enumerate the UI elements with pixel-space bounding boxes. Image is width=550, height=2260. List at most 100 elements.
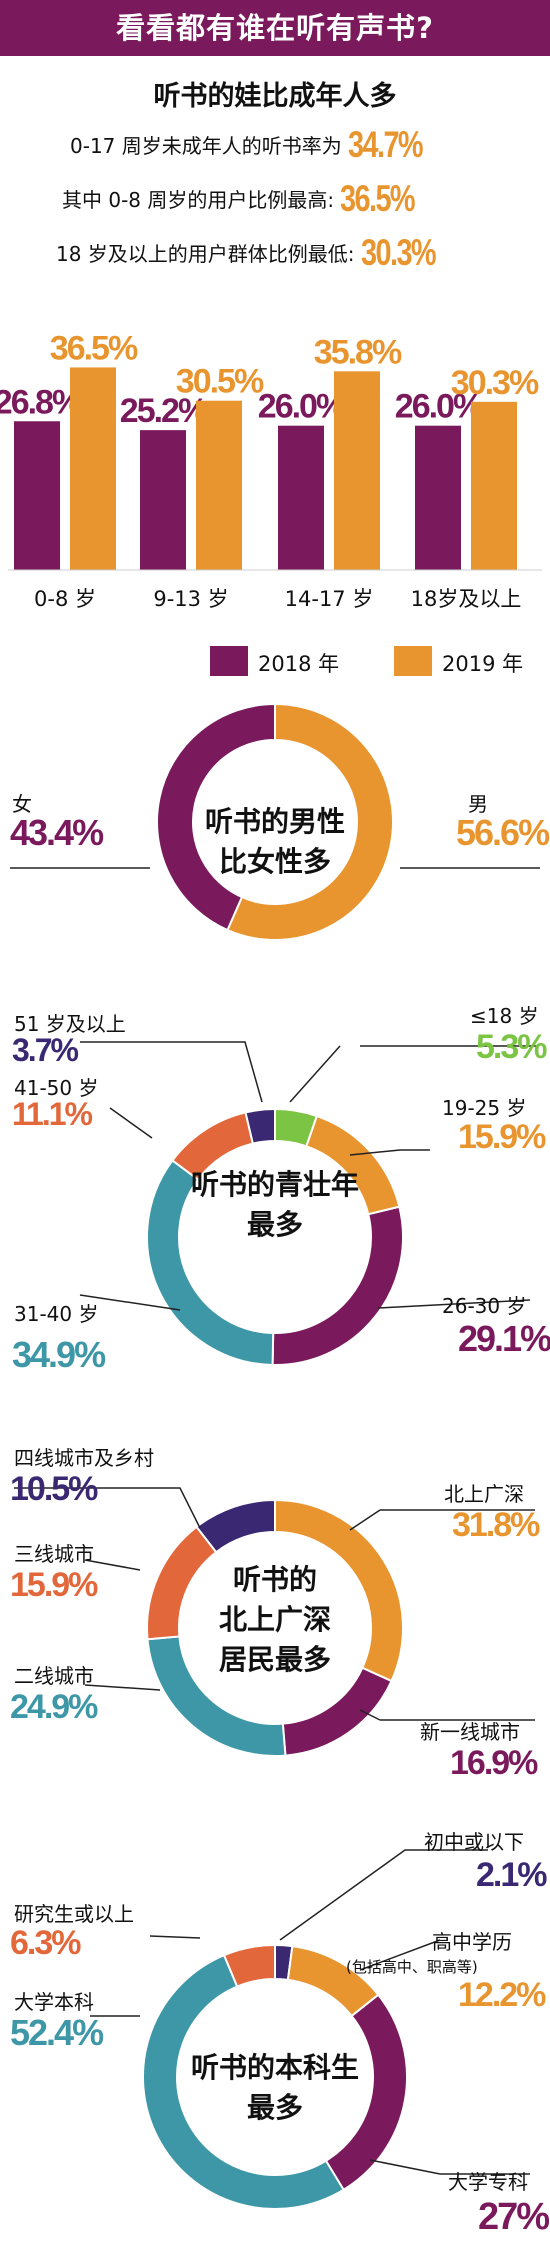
stat-value-2: 36.5% [340, 178, 416, 219]
age-label-19-25: 19-25 岁 [442, 1096, 527, 1120]
page-title: 看看都有谁在听有声书? [0, 0, 550, 56]
bar-label-2018-0: 26.8% [0, 383, 82, 421]
age-leader-7 [377, 1299, 531, 1309]
age-label-51plus: 51 岁及以上 [14, 1012, 126, 1036]
age-leader-5 [349, 1149, 401, 1156]
city-center-line-3: 居民最多 [218, 1643, 331, 1676]
age-value-19-25: 15.9% [458, 1118, 546, 1156]
age-center-line-2: 最多 [246, 1208, 303, 1241]
gender-slice-0 [226, 702, 394, 941]
city-leader-4 [349, 1509, 381, 1531]
age-value-26-30: 29.1% [458, 1318, 550, 1359]
city-label-tier3: 三线城市 [14, 1542, 94, 1566]
bar-label-2019-2: 35.8% [314, 333, 402, 371]
category-label-0: 0-8 岁 [34, 587, 96, 611]
bar-2019-0 [70, 367, 116, 570]
legend-swatch-2019 [394, 646, 432, 676]
city-leader-0 [14, 1487, 201, 1529]
bar-label-2019-0: 36.5% [50, 329, 138, 367]
edu-slice-3 [142, 1953, 345, 2210]
bar-2019-3 [471, 401, 517, 570]
bar-label-2018-2: 26.0% [258, 388, 346, 426]
city-value-newtier1: 16.9% [450, 1744, 538, 1782]
edu-value-bachelor: 52.4% [10, 2012, 104, 2053]
edu-label-postgrad: 研究生或以上 [14, 1902, 134, 1926]
gender-value-male: 56.6% [456, 812, 550, 853]
edu-leader-2 [359, 1939, 441, 1971]
category-label-3: 18岁及以上 [411, 587, 522, 611]
age-center-text: 听书的青壮年 最多 [175, 1165, 375, 1245]
bar-label-2019-3: 30.3% [451, 364, 539, 402]
city-donut [14, 1487, 535, 1757]
gender-label-female: 女 [12, 792, 32, 816]
city-leader-6 [359, 1709, 381, 1721]
city-leader-1 [84, 1559, 141, 1571]
legend-swatch-2018 [210, 646, 248, 676]
age-label-26-30: 26-30 岁 [442, 1294, 527, 1318]
gender-slice-1 [156, 702, 276, 932]
stat-text-1: 0-17 周岁未成年人的听书率为 [70, 134, 342, 158]
age-label-31-40: 31-40 岁 [14, 1302, 99, 1326]
age-donut [79, 1041, 536, 1366]
bar-label-2018-1: 25.2% [120, 392, 208, 430]
edu-leader-1 [149, 1935, 201, 1939]
city-slice-4 [195, 1498, 276, 1554]
gender-center-line-1: 听书的男性 [204, 805, 345, 838]
edu-leader-0 [279, 1849, 488, 1941]
age-value-under18: 5.3% [476, 1028, 547, 1066]
bar-label-2018-3: 26.0% [395, 388, 483, 426]
legend-label-2019: 2019 年 [442, 652, 524, 676]
bar-2018-3 [415, 425, 461, 570]
city-label-newtier1: 新一线城市 [420, 1720, 520, 1744]
gender-label-male: 男 [468, 792, 488, 816]
edu-value-highschool: 12.2% [458, 1976, 546, 2014]
stat-value-1: 34.7% [348, 124, 424, 165]
stat-line-2: 其中 0-8 周岁的用户比例最高: 36.5% [62, 178, 435, 220]
bar-2018-2 [278, 425, 324, 570]
edu-label-junior: 初中或以下 [424, 1830, 524, 1854]
stat-value-3: 30.3% [360, 232, 437, 273]
edu-value-junior: 2.1% [476, 1856, 547, 1894]
age-label-41-50: 41-50 岁 [14, 1076, 99, 1100]
category-label-2: 14-17 岁 [285, 587, 374, 611]
category-label-1: 9-13 岁 [153, 587, 228, 611]
city-value-tier3: 15.9% [10, 1566, 98, 1604]
edu-sublabel-highschool: (包括高中、职高等) [346, 1958, 478, 1976]
bar-2019-2 [334, 371, 380, 570]
city-value-tier1: 31.8% [452, 1506, 540, 1544]
bar-2018-0 [14, 421, 60, 570]
age-center-line-1: 听书的青壮年 [190, 1168, 359, 1201]
gender-center-line-2: 比女性多 [218, 845, 331, 878]
edu-center-line-2: 最多 [246, 2091, 303, 2124]
city-slice-1 [281, 1666, 393, 1757]
edu-leader-5 [369, 2159, 441, 2175]
stat-text-3: 18 岁及以上的用户群体比例最低: [56, 242, 355, 266]
education-donut [90, 1849, 530, 2210]
minor-heading: 听书的娃比成年人多 [153, 81, 397, 112]
city-label-tier1: 北上广深 [444, 1482, 524, 1506]
age-leader-3 [289, 1045, 341, 1103]
age-slice-5 [244, 1107, 276, 1145]
edu-center-line-1: 听书的本科生 [190, 2051, 359, 2084]
edu-slice-4 [222, 1943, 276, 1988]
age-label-under18: ≤18 岁 [470, 1004, 539, 1028]
age-value-51plus: 3.7% [12, 1032, 79, 1068]
edu-label-highschool: 高中学历 [432, 1930, 512, 1954]
city-value-tier4: 10.5% [10, 1470, 98, 1508]
gender-center-text: 听书的男性 比女性多 [185, 802, 365, 882]
city-label-tier2: 二线城市 [14, 1664, 94, 1688]
city-value-tier2: 24.9% [10, 1688, 98, 1726]
age-leader-6 [79, 1294, 181, 1311]
edu-value-postgrad: 6.3% [10, 1924, 81, 1962]
city-label-tier4: 四线城市及乡村 [14, 1446, 154, 1470]
age-value-31-40: 34.9% [12, 1334, 106, 1375]
edu-label-college: 大学专科 [448, 2170, 528, 2194]
bar-2018-1 [140, 430, 186, 570]
stat-text-2: 其中 0-8 周岁的用户比例最高: [62, 188, 335, 212]
age-leader-0 [80, 1041, 263, 1103]
edu-value-college: 27% [478, 2196, 550, 2238]
legend-label-2018: 2018 年 [258, 652, 340, 676]
city-leader-2 [84, 1684, 161, 1691]
age-bar-chart: 26.8% 36.5% 0-8 岁 25.2%30.5% 9-13 岁 26.0% 35.8… [0, 329, 542, 611]
edu-label-bachelor: 大学本科 [14, 1990, 94, 2014]
